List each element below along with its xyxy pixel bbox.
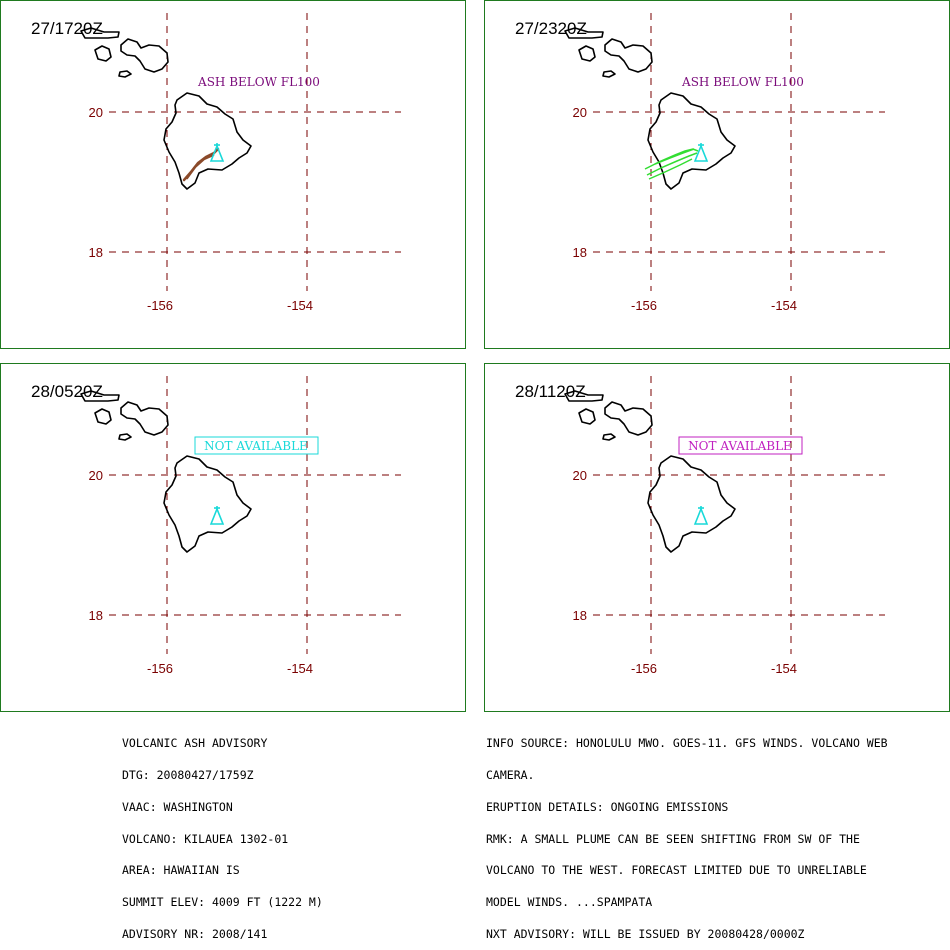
map-canvas: 20 18 -156 -154 NOT AVAILABLE (564, 376, 885, 676)
volcano-icon (209, 143, 225, 162)
volcano-icon (209, 506, 225, 525)
volcano-icon (693, 506, 709, 525)
lat-label-20: 20 (573, 468, 587, 483)
lat-lon-grid (593, 376, 885, 654)
forecast-panel-t6: 20 18 -156 -154 ASH BELOW FL100 27/2320Z (484, 0, 950, 349)
big-island-coast (647, 455, 736, 553)
annotation-label: ASH BELOW FL100 (681, 75, 804, 89)
maui-coast (604, 401, 653, 436)
big-island-coast (647, 92, 736, 190)
lon-label-156: -156 (147, 298, 173, 313)
lat-label-18: 18 (89, 245, 103, 260)
advisory-line: INFO SOURCE: HONOLULU MWO. GOES-11. GFS … (486, 736, 888, 751)
volcano-icon (693, 143, 709, 162)
kahoolawe-coast (602, 433, 616, 441)
forecast-panel-t18: 20 18 -156 -154 NOT AVAILABLE 28/1120Z (484, 363, 950, 712)
advisory-line: DTG: 20080427/1759Z (122, 767, 254, 782)
ash-plume-outline (648, 158, 693, 180)
kahoolawe-coast (602, 70, 616, 78)
forecast-time-label: 28/0520Z (31, 382, 103, 401)
advisory-line: VOLCANO TO THE WEST. FORECAST LIMITED DU… (486, 863, 867, 878)
ash-plume-outline (185, 153, 215, 180)
advisory-header-left: VOLCANIC ASH ADVISORY DTG: 20080427/1759… (122, 717, 323, 950)
advisory-line: MODEL WINDS. ...SPAMPATA (486, 895, 653, 910)
lat-label-20: 20 (573, 105, 587, 120)
lat-lon-grid (109, 376, 401, 654)
advisory-line: AREA: HAWAIIAN IS (122, 863, 240, 878)
map-canvas: 20 18 -156 -154 ASH BELOW FL100 (80, 13, 401, 313)
ash-plume-outline (646, 152, 698, 176)
lon-label-154: -154 (771, 661, 797, 676)
lat-lon-grid (593, 13, 885, 291)
lon-label-154: -154 (287, 298, 313, 313)
forecast-time-label: 28/1120Z (515, 382, 586, 401)
lat-label-20: 20 (89, 468, 103, 483)
molokai-coast (564, 27, 604, 39)
molokai-coast (564, 390, 604, 402)
advisory-line: SUMMIT ELEV: 4009 FT (1222 M) (122, 895, 323, 910)
lon-label-156: -156 (147, 661, 173, 676)
advisory-remarks-right: INFO SOURCE: HONOLULU MWO. GOES-11. GFS … (486, 717, 888, 950)
big-island-coast (163, 455, 252, 553)
lon-label-156: -156 (631, 298, 657, 313)
molokai-coast (80, 390, 120, 402)
big-island-coast (163, 92, 252, 190)
annotation-box (194, 436, 319, 455)
map-canvas: 20 18 -156 -154 ASH BELOW FL100 (564, 13, 885, 313)
advisory-line: VOLCANIC ASH ADVISORY (122, 736, 268, 751)
molokai-coast (80, 27, 120, 39)
advisory-line: VOLCANO: KILAUEA 1302-01 (122, 831, 289, 846)
lanai-coast (578, 45, 596, 62)
ash-plume-outline (654, 148, 695, 165)
annotation-label: NOT AVAILABLE (688, 439, 792, 453)
ash-plume (182, 147, 220, 182)
forecast-time-label: 27/1720Z (31, 19, 103, 38)
forecast-time-label: 27/2320Z (515, 19, 587, 38)
annotation-label: ASH BELOW FL100 (197, 75, 320, 89)
advisory-line: ADVISORY NR: 2008/141 (122, 926, 268, 941)
advisory-line: ERUPTION DETAILS: ONGOING EMISSIONS (486, 799, 729, 814)
hawaii-coastline (564, 390, 736, 553)
lat-lon-grid (109, 13, 401, 291)
kahoolawe-coast (118, 70, 132, 78)
advisory-line: VAAC: WASHINGTON (122, 799, 233, 814)
lat-label-18: 18 (573, 608, 587, 623)
advisory-line: RMK: A SMALL PLUME CAN BE SEEN SHIFTING … (486, 831, 860, 846)
annotation-label: NOT AVAILABLE (204, 439, 308, 453)
hawaii-coastline (80, 27, 252, 190)
annotation-box (678, 436, 803, 455)
ash-plume (644, 148, 699, 180)
forecast-panel-t0: 20 18 -156 -154 ASH BELOW FL100 27/1720Z (0, 0, 466, 349)
lon-label-154: -154 (287, 661, 313, 676)
map-canvas: 20 18 -156 -154 NOT AVAILABLE (80, 376, 401, 676)
maui-coast (120, 38, 169, 73)
forecast-panel-t12: 20 18 -156 -154 NOT AVAILABLE 28/0520Z (0, 363, 466, 712)
hawaii-coastline (80, 390, 252, 553)
lanai-coast (94, 45, 112, 62)
lanai-coast (578, 408, 596, 425)
kahoolawe-coast (118, 433, 132, 441)
lanai-coast (94, 408, 112, 425)
advisory-line: CAMERA. (486, 767, 535, 782)
hawaii-coastline (564, 27, 736, 190)
lat-label-18: 18 (89, 608, 103, 623)
lat-label-20: 20 (89, 105, 103, 120)
maui-coast (604, 38, 653, 73)
advisory-line: NXT ADVISORY: WILL BE ISSUED BY 20080428… (486, 926, 805, 941)
lat-label-18: 18 (573, 245, 587, 260)
maui-coast (120, 401, 169, 436)
lon-label-154: -154 (771, 298, 797, 313)
lon-label-156: -156 (631, 661, 657, 676)
